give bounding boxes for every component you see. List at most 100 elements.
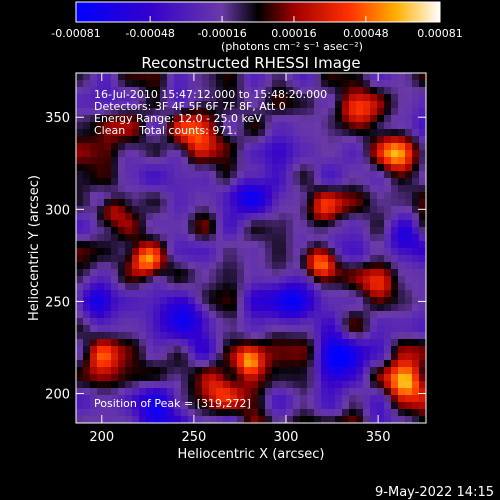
heatmap-cell: [384, 101, 392, 109]
heatmap-cell: [195, 171, 203, 179]
heatmap-cell: [405, 416, 413, 423]
heatmap-cell: [251, 374, 259, 382]
heatmap-cell: [146, 332, 154, 340]
info-energy-range: Energy Range: 12.0 - 25.0 keV: [94, 112, 262, 125]
heatmap-cell: [146, 199, 154, 207]
heatmap-cell: [251, 241, 259, 249]
heatmap-cell: [258, 185, 266, 193]
heatmap-cell: [258, 402, 266, 410]
heatmap-cell: [356, 388, 364, 396]
heatmap-cell: [237, 220, 245, 228]
heatmap-cell: [265, 94, 273, 102]
heatmap-cell: [132, 409, 140, 417]
heatmap-cell: [132, 143, 140, 151]
heatmap-cell: [188, 318, 196, 326]
heatmap-cell: [223, 269, 231, 277]
heatmap-cell: [76, 255, 84, 263]
heatmap-cell: [125, 87, 133, 95]
heatmap-cell: [209, 402, 217, 410]
heatmap-cell: [293, 325, 301, 333]
heatmap-cell: [307, 318, 315, 326]
heatmap-cell: [349, 87, 357, 95]
heatmap-cell: [125, 290, 133, 298]
heatmap-cell: [153, 353, 161, 361]
heatmap-cell: [419, 115, 426, 123]
heatmap-cell: [146, 157, 154, 165]
heatmap-cell: [384, 367, 392, 375]
heatmap-cell: [181, 136, 189, 144]
heatmap-cell: [104, 73, 112, 81]
heatmap-cell: [356, 290, 364, 298]
heatmap-cell: [132, 353, 140, 361]
heatmap-cell: [363, 199, 371, 207]
heatmap-cell: [244, 353, 252, 361]
heatmap-cell: [216, 157, 224, 165]
heatmap-cell: [398, 206, 406, 214]
heatmap-cell: [314, 101, 322, 109]
heatmap-cell: [244, 108, 252, 116]
heatmap-cell: [181, 115, 189, 123]
heatmap-cell: [118, 346, 126, 354]
heatmap-cell: [153, 157, 161, 165]
heatmap-cell: [153, 122, 161, 130]
heatmap-cell: [363, 409, 371, 417]
heatmap-cell: [132, 269, 140, 277]
heatmap-cell: [391, 122, 399, 130]
heatmap-cell: [132, 192, 140, 200]
heatmap-cell: [258, 297, 266, 305]
heatmap-cell: [370, 402, 378, 410]
heatmap-cell: [377, 409, 385, 417]
heatmap-cell: [104, 381, 112, 389]
heatmap-cell: [160, 297, 168, 305]
heatmap-cell: [272, 171, 280, 179]
heatmap-cell: [160, 304, 168, 312]
heatmap-cell: [321, 269, 329, 277]
heatmap-cell: [83, 290, 91, 298]
heatmap-cell: [118, 220, 126, 228]
heatmap-cell: [293, 136, 301, 144]
heatmap-cell: [244, 213, 252, 221]
heatmap-cell: [160, 185, 168, 193]
heatmap-cell: [321, 402, 329, 410]
heatmap-cell: [307, 290, 315, 298]
heatmap-cell: [349, 283, 357, 291]
heatmap-cell: [111, 220, 119, 228]
heatmap-cell: [244, 381, 252, 389]
heatmap-cell: [391, 213, 399, 221]
heatmap-cell: [83, 80, 91, 88]
heatmap-cell: [111, 171, 119, 179]
heatmap-cell: [202, 332, 210, 340]
heatmap-cell: [118, 157, 126, 165]
heatmap-cell: [384, 339, 392, 347]
heatmap-cell: [328, 234, 336, 242]
heatmap-cell: [405, 339, 413, 347]
heatmap-cell: [195, 297, 203, 305]
heatmap-cell: [111, 367, 119, 375]
heatmap-cell: [118, 199, 126, 207]
heatmap-cell: [258, 178, 266, 186]
heatmap-cell: [342, 269, 350, 277]
heatmap-cell: [97, 395, 105, 403]
heatmap-cell: [167, 164, 175, 172]
heatmap-cell: [111, 199, 119, 207]
heatmap-cell: [419, 178, 426, 186]
heatmap-cell: [111, 115, 119, 123]
heatmap-cell: [181, 234, 189, 242]
heatmap-cell: [349, 346, 357, 354]
heatmap-cell: [237, 367, 245, 375]
heatmap-cell: [328, 269, 336, 277]
heatmap-cell: [398, 255, 406, 263]
heatmap-cell: [363, 157, 371, 165]
heatmap-cell: [139, 276, 147, 284]
heatmap-cell: [363, 332, 371, 340]
heatmap-cell: [230, 227, 238, 235]
heatmap-cell: [223, 367, 231, 375]
heatmap-cell: [370, 339, 378, 347]
heatmap-cell: [349, 213, 357, 221]
heatmap-cell: [265, 73, 273, 81]
heatmap-cell: [83, 388, 91, 396]
heatmap-cell: [265, 178, 273, 186]
heatmap-cell: [90, 171, 98, 179]
heatmap-cell: [391, 283, 399, 291]
